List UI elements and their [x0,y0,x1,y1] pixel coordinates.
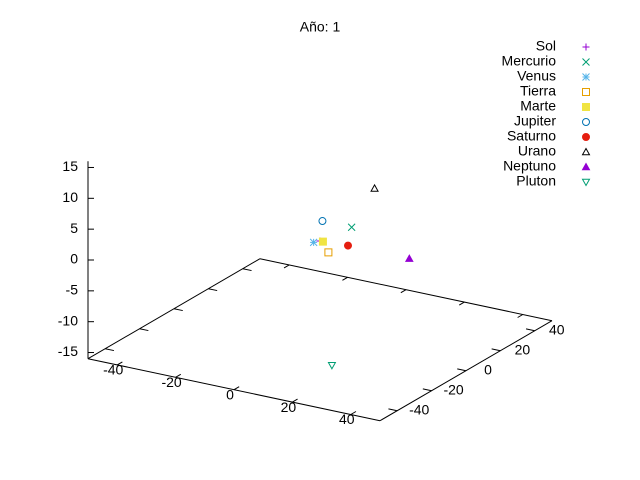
legend-marker [582,43,590,51]
y-tick [525,328,535,332]
z-tick-label: -10 [58,312,78,328]
x-tick [283,264,290,269]
z-tick-label: -15 [58,343,78,359]
y-tick-label: 40 [549,321,565,337]
y-tick [139,328,149,332]
legend-label: Pluton [516,173,556,189]
legend-marker [582,58,590,66]
legend-label: Sol [536,38,556,54]
x-tick [292,398,298,403]
x-tick [458,301,465,306]
z-tick-label: 5 [70,220,78,236]
z-tick-label: 10 [62,189,78,205]
y-tick [491,348,501,352]
z-tick-label: -5 [66,282,79,298]
x-tick [517,314,524,318]
x-tick-label: 20 [281,399,297,415]
y-tick [457,368,467,372]
x-tick-label: -20 [161,374,181,390]
x-tick-label: 0 [226,386,234,402]
point [309,238,318,247]
x-tick [350,411,357,415]
legend-marker [582,103,590,111]
x-tick [400,289,407,294]
point [327,361,337,370]
y-tick [105,348,115,352]
legend-marker [581,147,591,156]
x-tick [342,276,348,281]
y-tick [388,408,398,412]
legend-marker [581,118,591,126]
y-tick [422,388,432,392]
point [404,254,414,262]
chart-title: Año: 1 [300,19,341,35]
x-tick [233,386,240,391]
legend-label: Urano [518,143,556,159]
legend-label: Venus [517,68,556,84]
legend-label: Tierra [520,83,556,99]
y-tick-label: -40 [409,401,429,417]
y-tick-label: -20 [443,381,463,397]
legend-label: Marte [520,98,556,114]
y-tick [242,268,252,272]
legend-label: Neptuno [503,158,556,174]
y-tick [173,308,183,312]
y-tick [208,288,218,292]
x-tick-label: 40 [339,411,355,427]
legend-label: Jupiter [514,113,556,129]
legend-marker [582,88,590,96]
point [318,217,327,226]
legend-label: Saturno [507,128,556,144]
z-tick-label: 0 [70,251,78,267]
z-tick-label: 15 [62,158,78,174]
legend-marker [581,133,591,141]
legend-marker [581,162,591,171]
x-tick [116,361,123,366]
legend-marker [581,178,591,187]
point [324,248,333,257]
point [343,241,353,250]
x-tick-label: -40 [103,362,123,378]
legend-label: Mercurio [502,53,557,69]
x-tick [175,373,182,378]
point [347,223,356,232]
y-tick-label: 0 [484,361,492,377]
point [370,183,379,192]
legend-marker [582,73,590,81]
point [318,237,327,246]
y-tick-label: 20 [515,341,531,357]
